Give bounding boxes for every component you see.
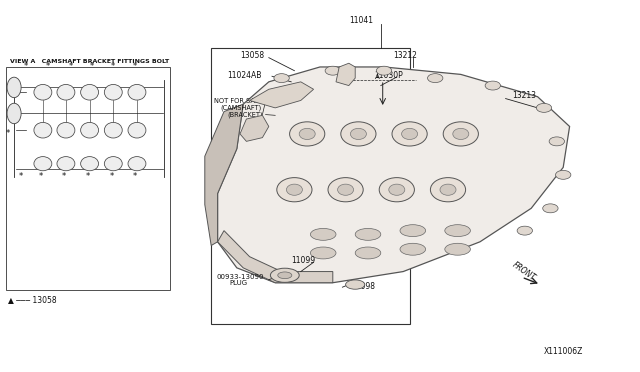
Circle shape [274,74,289,83]
Ellipse shape [104,157,122,171]
Text: *: * [111,62,115,71]
Text: *: * [39,172,43,181]
Text: *: * [19,172,22,181]
Ellipse shape [7,103,21,124]
Text: VIEW A   CAMSHAFT BRACKET FITTINGS BOLT: VIEW A CAMSHAFT BRACKET FITTINGS BOLT [10,59,169,64]
Ellipse shape [104,84,122,100]
Ellipse shape [104,122,122,138]
Text: *: * [109,172,113,181]
Text: *: * [133,172,137,181]
Ellipse shape [300,128,315,140]
Ellipse shape [81,157,99,171]
Bar [211,48,410,324]
Ellipse shape [81,122,99,138]
Ellipse shape [445,243,470,255]
Ellipse shape [389,184,405,195]
Text: 13212: 13212 [394,51,417,60]
Text: 13058: 13058 [240,51,264,60]
Text: *: * [62,172,66,181]
Ellipse shape [351,128,367,140]
Circle shape [485,81,500,90]
Ellipse shape [453,128,468,140]
Ellipse shape [271,268,300,282]
Text: 13213: 13213 [512,92,536,100]
Ellipse shape [34,122,52,138]
Circle shape [517,226,532,235]
Ellipse shape [400,243,426,255]
Text: 11098: 11098 [351,282,375,291]
Text: A: A [375,74,380,80]
Ellipse shape [57,157,75,171]
Text: *: * [6,129,10,138]
Ellipse shape [400,225,426,237]
Text: *: * [46,62,50,71]
Text: *: * [90,62,93,71]
Ellipse shape [355,247,381,259]
Polygon shape [336,63,355,86]
Ellipse shape [128,122,146,138]
Ellipse shape [310,228,336,240]
Ellipse shape [287,184,303,195]
Text: *: * [86,172,90,181]
Ellipse shape [346,280,365,289]
Ellipse shape [34,157,52,171]
Circle shape [376,66,392,75]
Text: 00933-13090: 00933-13090 [216,274,264,280]
Polygon shape [250,82,314,108]
Text: *: * [132,62,136,71]
Ellipse shape [443,122,479,146]
Bar [6,67,170,290]
Circle shape [325,66,340,75]
Ellipse shape [277,177,312,202]
Text: 11030P: 11030P [374,71,403,80]
Ellipse shape [289,122,325,146]
Text: 11024AB: 11024AB [227,71,262,80]
Circle shape [536,103,552,112]
Text: (CAMSHAFT): (CAMSHAFT) [221,105,262,111]
Polygon shape [218,67,570,283]
Ellipse shape [341,122,376,146]
Ellipse shape [57,84,75,100]
Ellipse shape [128,157,146,171]
Circle shape [428,74,443,83]
Ellipse shape [379,177,415,202]
Text: NOT FOR SALE: NOT FOR SALE [214,98,263,104]
Text: 11099: 11099 [291,256,316,265]
Ellipse shape [392,122,428,146]
Ellipse shape [310,247,336,259]
Text: *: * [24,62,28,71]
Ellipse shape [57,122,75,138]
Ellipse shape [81,84,99,100]
Text: 11041: 11041 [349,16,374,25]
Ellipse shape [355,228,381,240]
Circle shape [549,137,564,146]
Ellipse shape [445,225,470,237]
Ellipse shape [128,84,146,100]
Polygon shape [218,231,333,283]
Ellipse shape [430,177,466,202]
Ellipse shape [338,184,354,195]
Text: FRONT: FRONT [511,260,537,283]
Circle shape [556,170,571,179]
Ellipse shape [7,77,21,98]
Ellipse shape [402,128,418,140]
Text: (BRACKET): (BRACKET) [227,111,263,118]
Text: X111006Z: X111006Z [543,347,583,356]
Ellipse shape [328,177,364,202]
Text: ▲ ─── 13058: ▲ ─── 13058 [8,295,56,304]
Ellipse shape [278,272,292,279]
Text: PLUG: PLUG [229,280,247,286]
Text: *: * [68,62,72,71]
Ellipse shape [440,184,456,195]
Polygon shape [205,104,243,246]
Circle shape [543,204,558,213]
Ellipse shape [34,84,52,100]
Polygon shape [240,115,269,141]
